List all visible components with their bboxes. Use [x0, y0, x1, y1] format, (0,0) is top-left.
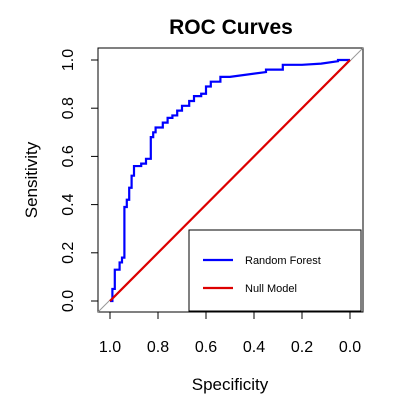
x-tick-label: 0.8 [147, 339, 169, 356]
y-tick-label: 0.6 [60, 145, 77, 167]
x-axis: 1.0 0.8 0.6 0.4 0.2 0.0 [99, 312, 361, 356]
y-tick-label: 0.4 [60, 193, 77, 215]
x-tick-label: 1.0 [99, 339, 121, 356]
x-axis-label: Specificity [192, 375, 269, 394]
x-tick-label: 0.0 [339, 339, 361, 356]
legend-label-random-forest: Random Forest [245, 255, 321, 267]
x-tick-label: 0.4 [243, 339, 265, 356]
legend-label-null-model: Null Model [245, 283, 297, 295]
x-tick-label: 0.6 [195, 339, 217, 356]
y-tick-label: 0.8 [60, 97, 77, 119]
y-tick-label: 0.0 [60, 290, 77, 312]
legend-box [189, 230, 361, 311]
legend: Random Forest Null Model [189, 230, 361, 311]
y-tick-label: 1.0 [60, 49, 77, 71]
y-axis: 0.0 0.2 0.4 0.6 0.8 1.0 [60, 49, 98, 312]
x-tick-label: 0.2 [291, 339, 313, 356]
y-axis-label: Sensitivity [22, 141, 41, 218]
y-tick-label: 0.2 [60, 242, 77, 264]
chart-title: ROC Curves [169, 16, 293, 39]
